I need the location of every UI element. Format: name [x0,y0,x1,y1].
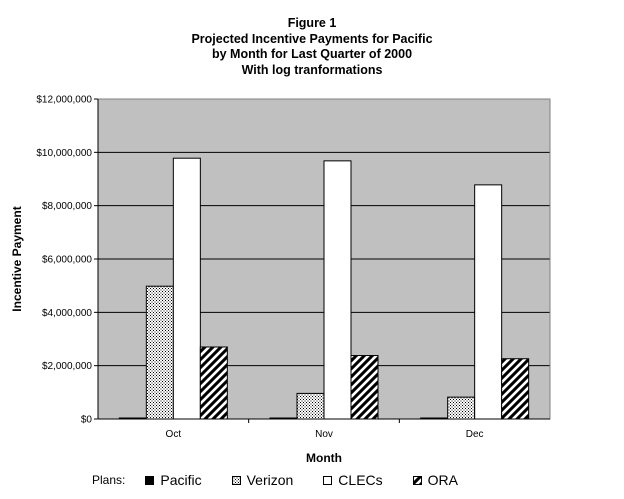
legend-label-ora: ORA [427,472,458,488]
clecs-swatch [323,475,333,485]
bar-ora-nov [350,355,379,420]
y-tick-label: $12,000,000 [36,95,92,106]
bar-verizon-dec [447,396,476,420]
x-tick-label: Nov [315,429,333,440]
x-axis-title: Month [306,451,342,465]
title-line-2: Projected Incentive Payments for Pacific [191,31,433,46]
title-line-3: by Month for Last Quarter of 2000 [211,47,413,61]
legend-label-verizon: Verizon [246,472,294,488]
y-axis-title: Incentive Payment [10,206,24,311]
legend-item-clecs: CLECs [323,472,383,488]
y-tick-label: $10,000,000 [36,148,92,159]
bar-clecs-nov [323,160,352,420]
bar-ora-dec [501,358,530,420]
bar-verizon-nov [296,392,325,420]
legend-item-verizon: Verizon [231,472,294,488]
legend: Plans: Pacific Verizon CLECs ORA [92,470,488,490]
bar-chart: $0 $2,000,000 $4,000,000 $6,000,000 $8,000,0… [10,95,551,465]
y-tick-label: $4,000,000 [42,308,92,319]
axes: $0 $2,000,000 $4,000,000 $6,000,000 $8,000,0… [36,95,551,440]
y-tick-label: $6,000,000 [42,255,92,266]
bar-clecs-dec [474,184,503,420]
y-tick-label: $0 [81,415,93,426]
bar-clecs-oct [172,157,201,420]
bars [118,157,530,420]
title-line-4: With log tranformations [241,62,383,77]
legend-label-clecs: CLECs [338,472,383,488]
bar-ora-oct [199,346,228,420]
bar-verizon-oct [145,285,174,420]
chart-title: Figure 1 Projected Incentive Payments fo… [0,16,624,78]
pacific-swatch [145,475,155,485]
x-tick-label: Dec [466,429,484,440]
legend-item-pacific: Pacific [145,472,202,488]
x-tick-label: Oct [166,429,182,440]
verizon-swatch [231,475,241,485]
y-tick-label: $8,000,000 [42,201,92,212]
legend-label-pacific: Pacific [160,472,202,488]
y-tick-label: $2,000,000 [42,361,92,372]
legend-title: Plans: [92,473,126,487]
legend-item-ora: ORA [412,472,458,488]
ora-swatch [412,475,422,485]
title-line-1: Figure 1 [287,16,337,30]
